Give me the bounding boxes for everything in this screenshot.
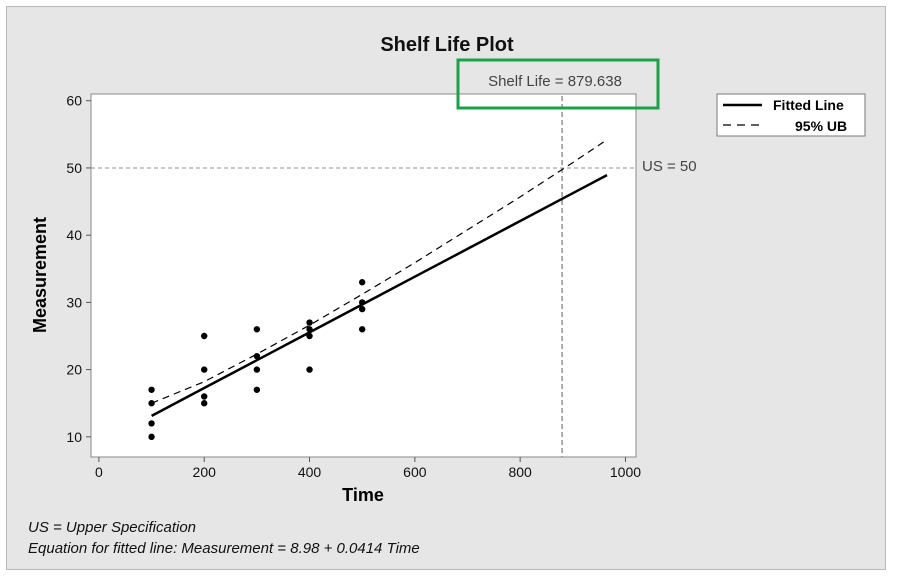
y-tick-label: 10 — [66, 429, 82, 445]
data-point — [201, 400, 208, 407]
y-tick-label: 60 — [66, 93, 82, 109]
data-point — [306, 326, 313, 333]
data-point — [306, 319, 313, 326]
y-axis-title: Measurement — [30, 217, 50, 333]
footnote-equation: Equation for fitted line: Measurement = … — [28, 540, 420, 557]
fitted-line — [151, 173, 608, 418]
data-point — [201, 332, 208, 340]
data-point — [253, 326, 261, 333]
x-tick-label: 200 — [193, 464, 217, 480]
legend-box — [716, 93, 866, 137]
data-point — [148, 386, 155, 393]
data-point — [358, 305, 366, 313]
upper-bound-line — [151, 139, 608, 404]
y-tick-label: 40 — [66, 227, 82, 243]
y-axis: 10 20 30 40 50 60 — [66, 93, 91, 445]
chart-title: Shelf Life Plot — [380, 34, 514, 56]
legend-upper-bound-label: 95% UB — [795, 118, 847, 134]
data-point — [253, 352, 261, 360]
data-point — [306, 366, 313, 373]
data-point — [306, 332, 313, 340]
data-point — [148, 420, 155, 427]
data-point — [148, 400, 155, 407]
shelf-life-highlight-box — [456, 58, 660, 110]
data-point — [148, 433, 155, 441]
data-point — [201, 366, 208, 373]
data-point — [253, 366, 261, 373]
x-axis-title: Time — [342, 485, 384, 505]
x-tick-label: 400 — [298, 464, 322, 480]
x-tick-label: 800 — [508, 464, 532, 480]
y-tick-label: 30 — [66, 294, 82, 310]
reference-lines — [91, 96, 636, 457]
data-points — [148, 279, 366, 441]
x-tick-label: 600 — [403, 464, 427, 480]
x-tick-label: 0 — [95, 464, 103, 480]
shelf-life-annotation: Shelf Life = 879.638 — [456, 58, 660, 110]
data-point — [201, 393, 208, 400]
y-tick-label: 50 — [66, 160, 82, 176]
shelf-life-label-background — [473, 70, 638, 92]
legend-fitted-line-label: Fitted Line — [773, 97, 844, 113]
data-point — [358, 279, 366, 286]
data-point — [253, 386, 261, 393]
upper-spec-label: US = 50 — [642, 158, 697, 175]
x-tick-label: 1000 — [610, 464, 641, 480]
shelf-life-label: Shelf Life = 879.638 — [488, 73, 622, 90]
data-point — [358, 299, 366, 306]
series-layer — [151, 139, 608, 418]
y-tick-label: 20 — [66, 362, 82, 378]
x-axis: 0 200 400 600 800 1000 — [95, 457, 641, 480]
plot-area — [90, 93, 637, 458]
data-point — [358, 326, 366, 333]
footnote-upper-spec: US = Upper Specification — [28, 519, 197, 536]
legend: Fitted Line 95% UB — [716, 93, 866, 137]
